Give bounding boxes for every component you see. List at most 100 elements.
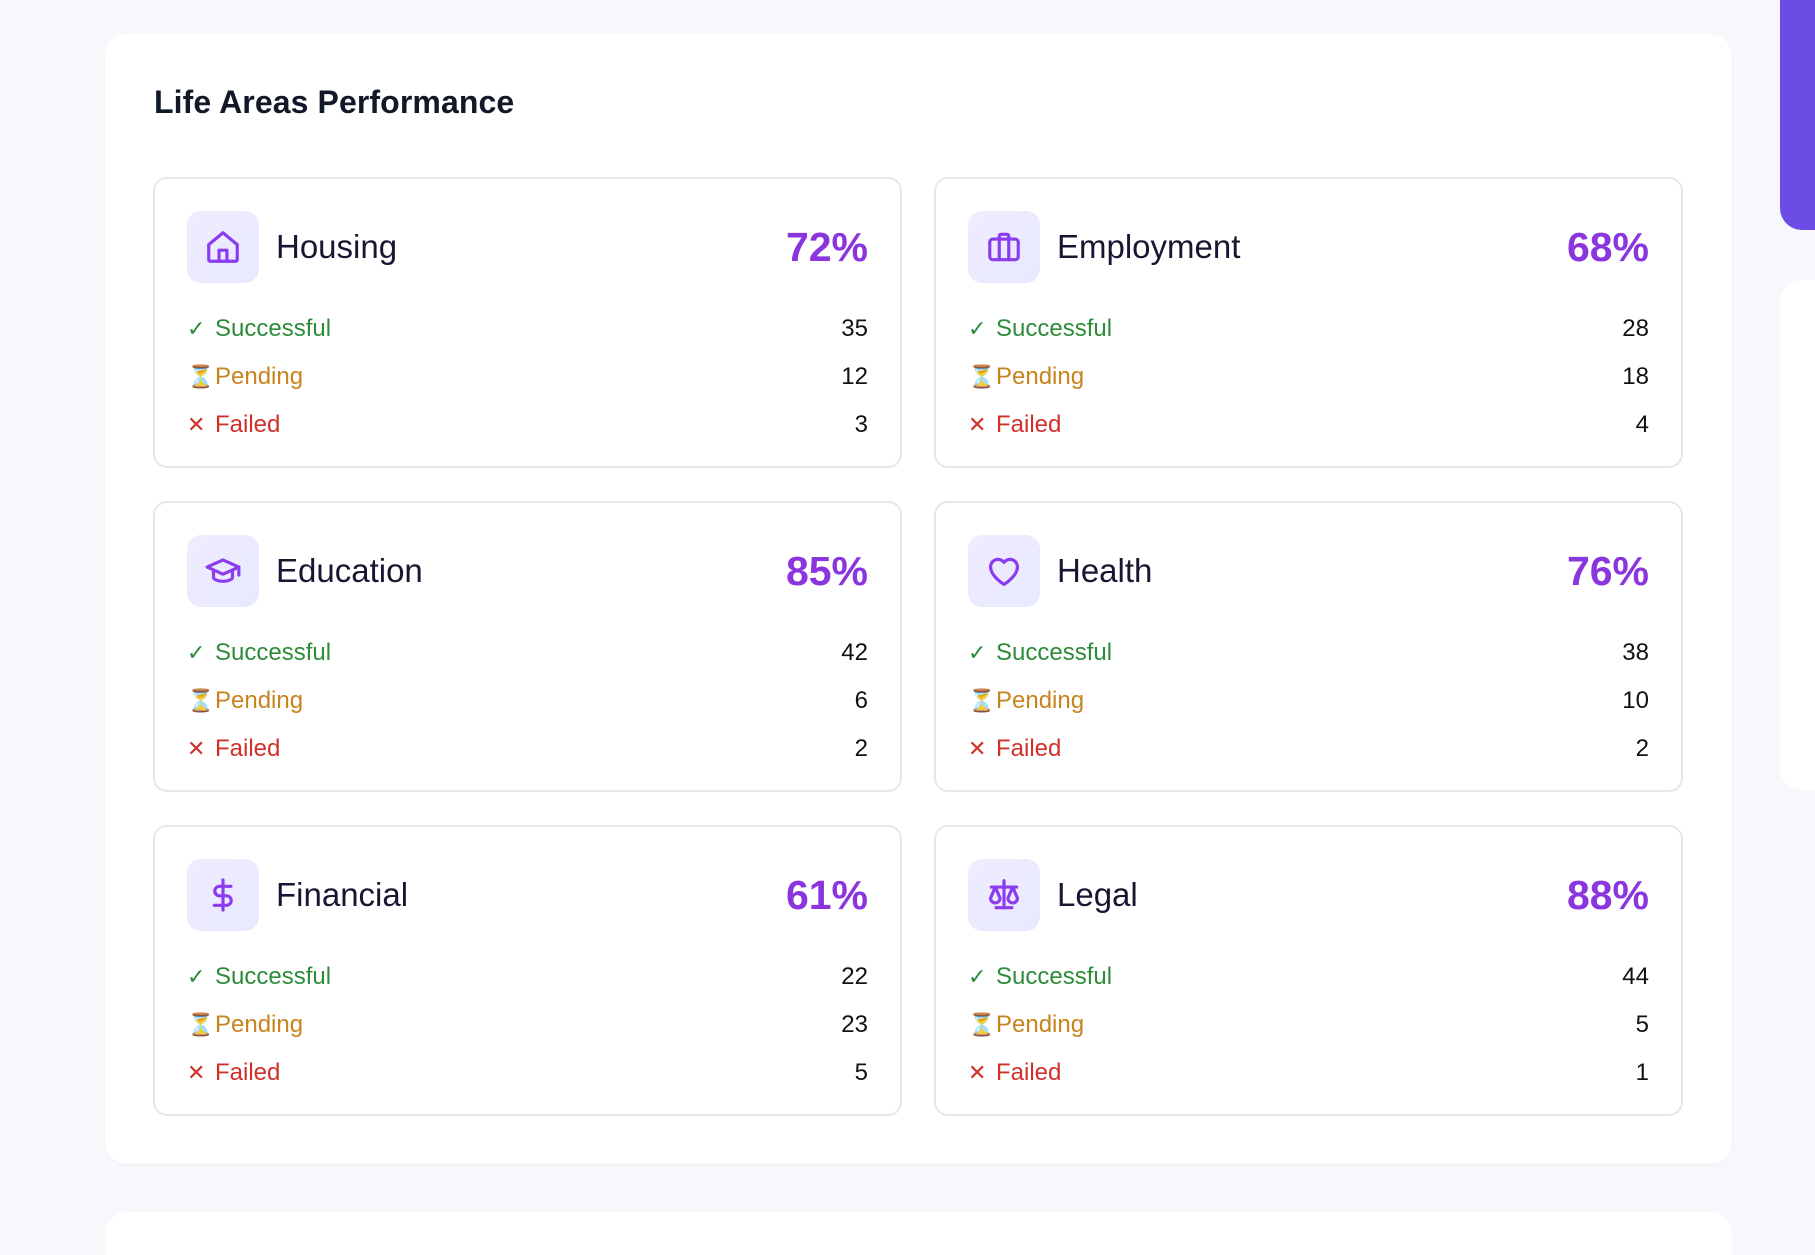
check-icon: ✓ xyxy=(187,316,206,341)
hourglass-icon: ⏳ xyxy=(968,364,996,389)
stats-list: ✓ Successful 42 ⏳ Pending 6 ✕ Failed 2 xyxy=(187,629,868,773)
stat-row-pending: ⏳ Pending 10 xyxy=(968,677,1649,725)
stat-label: Failed xyxy=(996,411,1062,438)
stat-row-pending: ⏳ Pending 18 xyxy=(968,353,1649,401)
area-card-financial[interactable]: Financial 61% ✓ Successful 22 ⏳ Pending 23… xyxy=(153,825,902,1116)
house-icon xyxy=(187,211,259,283)
stat-value: 6 xyxy=(854,687,868,714)
card-header: Health 76% xyxy=(968,535,1649,607)
hourglass-icon: ⏳ xyxy=(968,1012,996,1037)
check-icon: ✓ xyxy=(968,316,987,341)
x-icon: ✕ xyxy=(968,412,987,437)
stat-label: Pending xyxy=(996,363,1085,390)
area-name: Employment xyxy=(1057,228,1241,265)
stat-value: 5 xyxy=(1635,1011,1649,1038)
area-name: Health xyxy=(1057,552,1153,589)
stat-value: 38 xyxy=(1622,639,1649,666)
area-card-housing[interactable]: Housing 72% ✓ Successful 35 ⏳ Pending 12 ✕… xyxy=(153,177,902,468)
stat-value: 23 xyxy=(841,1011,868,1038)
stat-label: Pending xyxy=(215,687,304,714)
side-accent-bar xyxy=(1780,0,1815,230)
stat-label: Pending xyxy=(996,687,1085,714)
stat-value: 2 xyxy=(1635,735,1649,762)
stat-label: Failed xyxy=(996,735,1062,762)
stat-label: Successful xyxy=(215,963,332,990)
stat-row-failed: ✕ Failed 5 xyxy=(187,1049,868,1097)
stat-value: 2 xyxy=(854,735,868,762)
dollar-icon xyxy=(187,859,259,931)
area-card-employment[interactable]: Employment 68% ✓ Successful 28 ⏳ Pending 1… xyxy=(934,177,1683,468)
stat-row-failed: ✕ Failed 1 xyxy=(968,1049,1649,1097)
stat-row-failed: ✕ Failed 4 xyxy=(968,401,1649,449)
hourglass-icon: ⏳ xyxy=(187,1012,215,1037)
stat-label: Pending xyxy=(215,363,304,390)
stat-label: Successful xyxy=(996,315,1113,342)
stat-label: Successful xyxy=(215,639,332,666)
hourglass-icon: ⏳ xyxy=(187,688,215,713)
x-icon: ✕ xyxy=(187,1060,206,1085)
stat-label: Successful xyxy=(996,963,1113,990)
stats-list: ✓ Successful 44 ⏳ Pending 5 ✕ Failed 1 xyxy=(968,953,1649,1097)
stat-value: 44 xyxy=(1622,963,1649,990)
stat-label: Successful xyxy=(215,315,332,342)
stat-label: Failed xyxy=(996,1059,1062,1086)
stat-row-successful: ✓ Successful 38 xyxy=(968,629,1649,677)
stat-row-successful: ✓ Successful 22 xyxy=(187,953,868,1001)
stat-row-successful: ✓ Successful 42 xyxy=(187,629,868,677)
area-card-health[interactable]: Health 76% ✓ Successful 38 ⏳ Pending 10 ✕ F… xyxy=(934,501,1683,792)
stat-label: Failed xyxy=(215,735,281,762)
area-card-education[interactable]: Education 85% ✓ Successful 42 ⏳ Pending 6 … xyxy=(153,501,902,792)
check-icon: ✓ xyxy=(968,964,987,989)
graduation-cap-icon xyxy=(187,535,259,607)
stat-label: Successful xyxy=(996,639,1113,666)
stat-row-pending: ⏳ Pending 12 xyxy=(187,353,868,401)
area-percent: 61% xyxy=(785,871,868,918)
next-panel xyxy=(105,1212,1732,1255)
stat-value: 12 xyxy=(841,363,868,390)
area-name: Financial xyxy=(276,876,409,913)
check-icon: ✓ xyxy=(187,964,206,989)
x-icon: ✕ xyxy=(187,736,206,761)
stat-row-pending: ⏳ Pending 6 xyxy=(187,677,868,725)
stat-value: 18 xyxy=(1622,363,1649,390)
area-card-legal[interactable]: Legal 88% ✓ Successful 44 ⏳ Pending 5 ✕ Fai… xyxy=(934,825,1683,1116)
stat-row-successful: ✓ Successful 44 xyxy=(968,953,1649,1001)
stat-row-pending: ⏳ Pending 5 xyxy=(968,1001,1649,1049)
card-header: Education 85% xyxy=(187,535,868,607)
check-icon: ✓ xyxy=(187,640,206,665)
stat-value: 42 xyxy=(841,639,868,666)
heart-icon xyxy=(968,535,1040,607)
scale-icon xyxy=(968,859,1040,931)
stat-row-failed: ✕ Failed 3 xyxy=(187,401,868,449)
check-icon: ✓ xyxy=(968,640,987,665)
hourglass-icon: ⏳ xyxy=(187,364,215,389)
stat-label: Failed xyxy=(215,411,281,438)
stats-list: ✓ Successful 38 ⏳ Pending 10 ✕ Failed 2 xyxy=(968,629,1649,773)
area-percent: 85% xyxy=(785,547,868,594)
area-percent: 72% xyxy=(785,223,868,270)
card-header: Housing 72% xyxy=(187,211,868,283)
stat-label: Pending xyxy=(215,1011,304,1038)
stat-value: 22 xyxy=(841,963,868,990)
stat-row-pending: ⏳ Pending 23 xyxy=(187,1001,868,1049)
area-percent: 76% xyxy=(1566,547,1649,594)
stats-list: ✓ Successful 22 ⏳ Pending 23 ✕ Failed 5 xyxy=(187,953,868,1097)
stat-value: 3 xyxy=(854,411,868,438)
stat-value: 35 xyxy=(841,315,868,342)
stat-label: Pending xyxy=(996,1011,1085,1038)
briefcase-icon xyxy=(968,211,1040,283)
area-percent: 88% xyxy=(1566,871,1649,918)
area-name: Housing xyxy=(276,228,398,265)
x-icon: ✕ xyxy=(187,412,206,437)
stats-list: ✓ Successful 35 ⏳ Pending 12 ✕ Failed 3 xyxy=(187,305,868,449)
stat-row-failed: ✕ Failed 2 xyxy=(968,725,1649,773)
area-name: Education xyxy=(276,552,423,589)
stat-value: 28 xyxy=(1622,315,1649,342)
panel-title: Life Areas Performance xyxy=(154,84,515,120)
stat-value: 10 xyxy=(1622,687,1649,714)
area-name: Legal xyxy=(1057,876,1138,913)
stat-row-successful: ✓ Successful 28 xyxy=(968,305,1649,353)
x-icon: ✕ xyxy=(968,736,987,761)
stat-value: 4 xyxy=(1635,411,1649,438)
life-areas-grid: Housing 72% ✓ Successful 35 ⏳ Pending 12 ✕… xyxy=(153,177,1683,1116)
